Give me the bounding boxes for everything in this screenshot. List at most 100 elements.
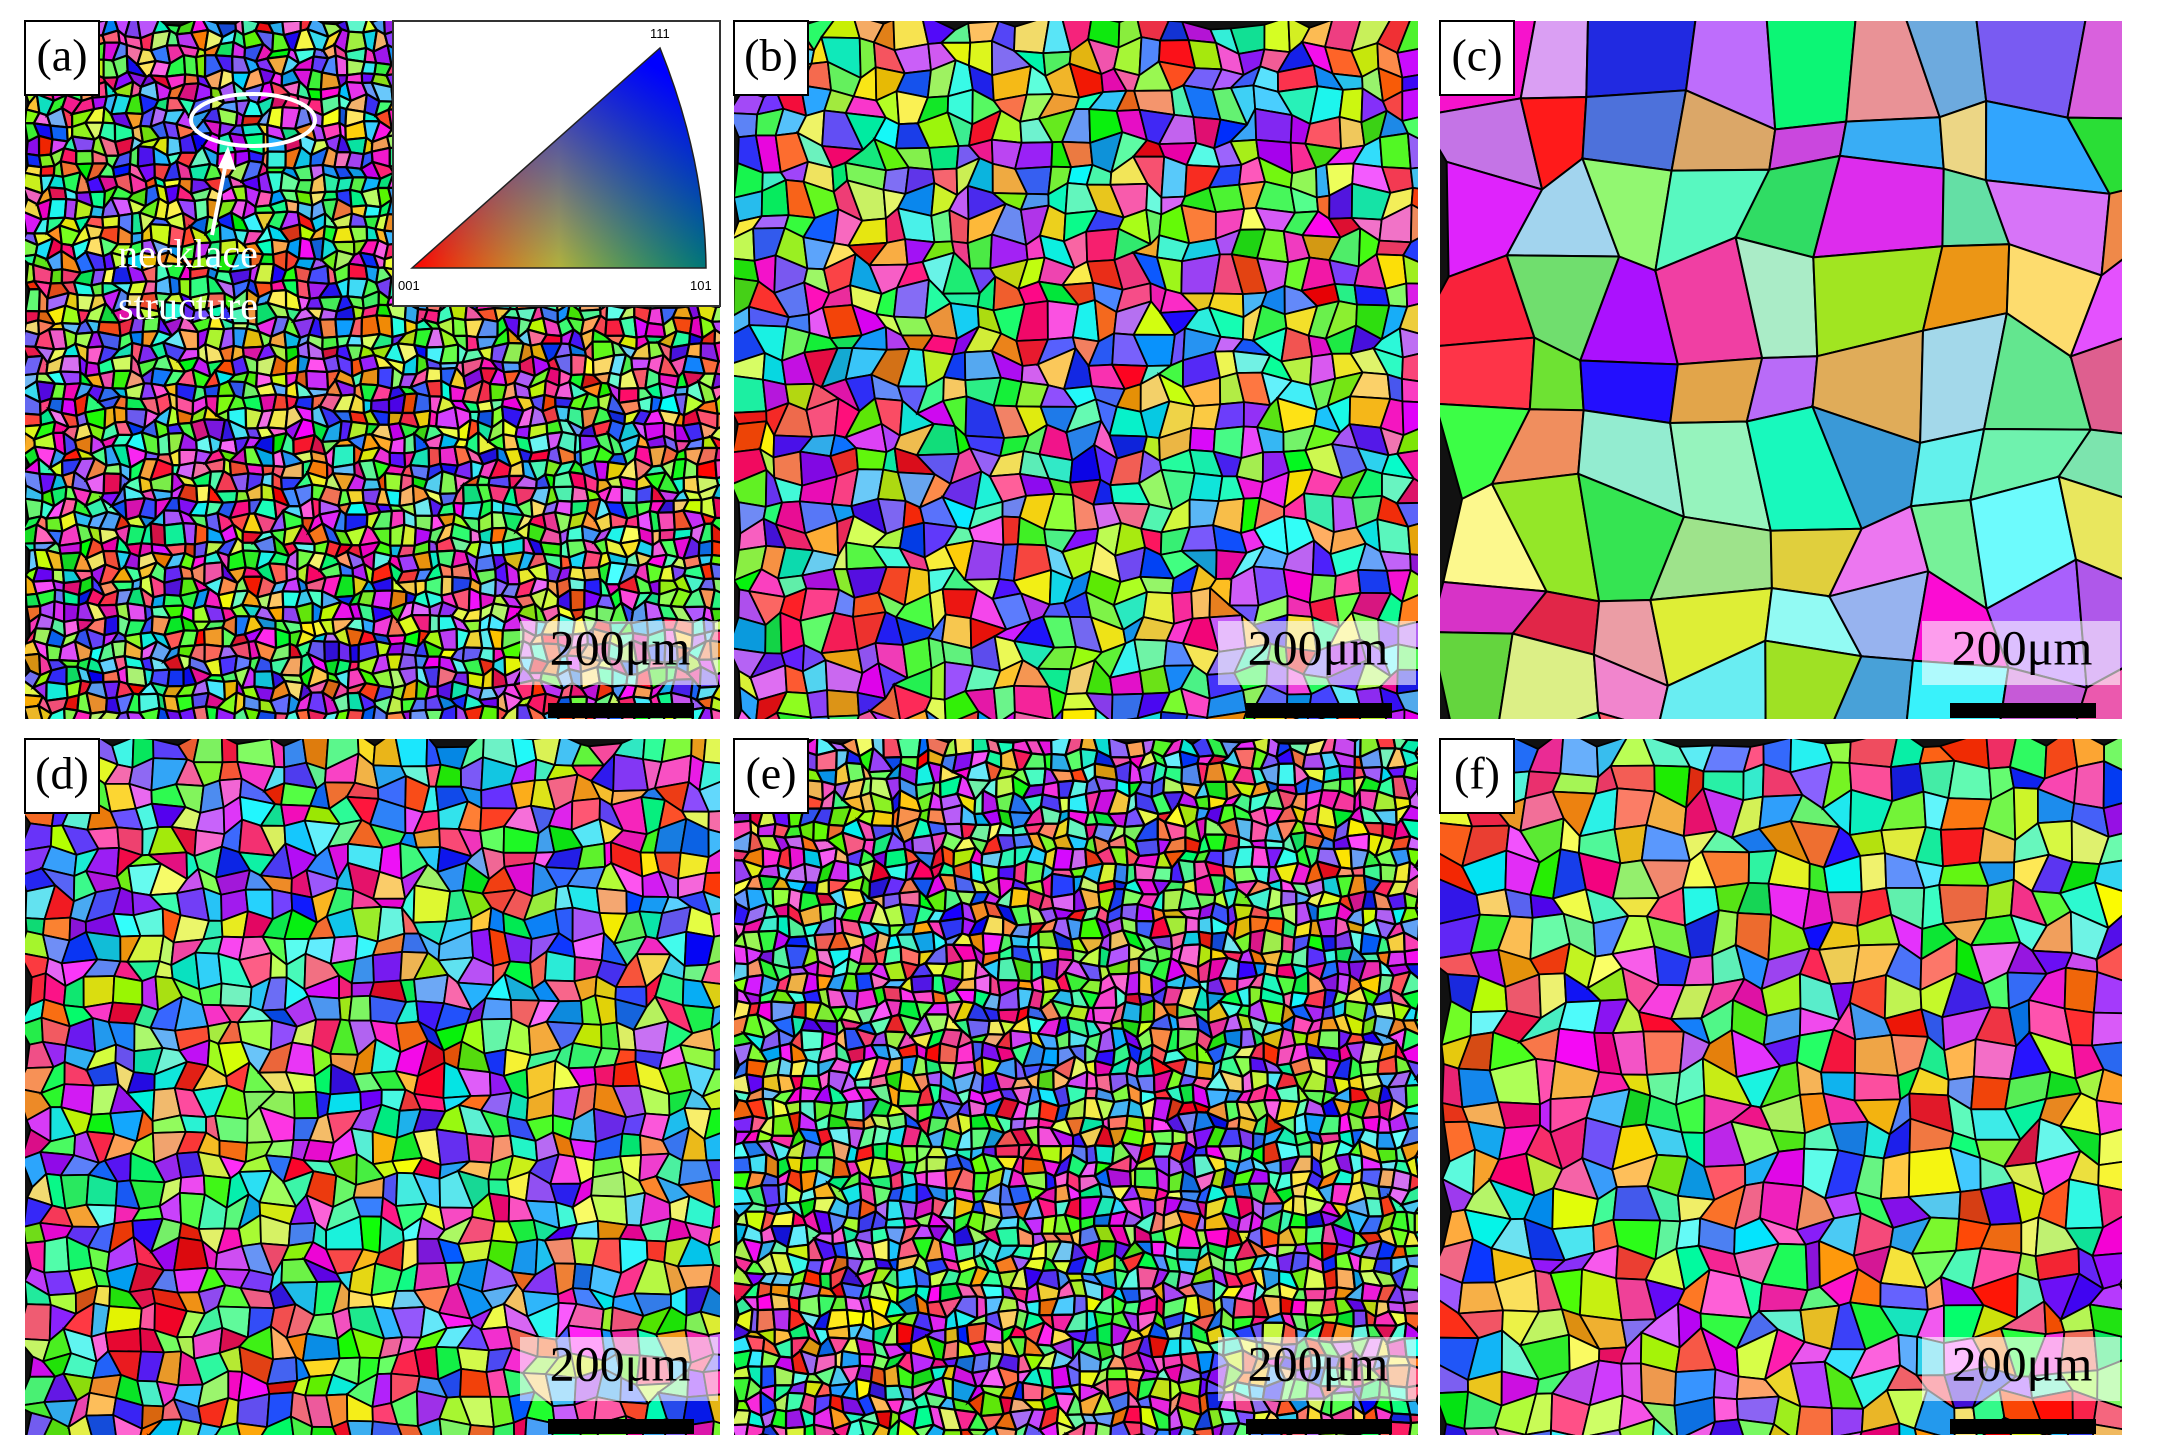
grain bbox=[1386, 373, 1404, 403]
grain bbox=[58, 354, 82, 374]
grain bbox=[1356, 568, 1392, 595]
grain bbox=[525, 702, 547, 719]
grain bbox=[301, 1332, 341, 1362]
grain bbox=[334, 708, 351, 719]
grain bbox=[194, 53, 207, 79]
grain bbox=[1188, 472, 1224, 503]
grain bbox=[1085, 227, 1120, 263]
grain bbox=[437, 627, 459, 652]
grain bbox=[322, 710, 341, 719]
grain bbox=[479, 704, 500, 719]
grain bbox=[255, 709, 277, 719]
grain bbox=[371, 950, 403, 984]
grain bbox=[806, 689, 829, 719]
grain bbox=[72, 709, 93, 719]
grain bbox=[695, 459, 718, 480]
grain bbox=[25, 704, 44, 719]
grain bbox=[98, 710, 122, 719]
grain bbox=[348, 643, 360, 663]
grain bbox=[294, 708, 311, 719]
grain bbox=[115, 710, 131, 719]
grain bbox=[506, 1091, 529, 1122]
grain bbox=[855, 446, 888, 471]
grain bbox=[274, 712, 290, 719]
grain bbox=[178, 1174, 206, 1196]
grain bbox=[567, 576, 587, 592]
grain bbox=[496, 705, 510, 719]
grain bbox=[294, 601, 314, 625]
grain bbox=[1001, 515, 1021, 546]
grain bbox=[164, 708, 183, 719]
grain bbox=[439, 703, 458, 719]
grain bbox=[102, 472, 122, 495]
grain bbox=[565, 524, 585, 543]
grain bbox=[501, 703, 519, 719]
grain bbox=[266, 150, 287, 169]
grain bbox=[215, 706, 236, 719]
grain bbox=[214, 1114, 249, 1144]
grain bbox=[438, 343, 460, 365]
grain bbox=[305, 87, 323, 101]
grain bbox=[85, 668, 105, 684]
grain bbox=[635, 484, 654, 505]
grain bbox=[424, 379, 443, 398]
grain bbox=[47, 706, 66, 719]
grain bbox=[1353, 284, 1391, 307]
grain bbox=[43, 1235, 71, 1274]
grain bbox=[1213, 401, 1245, 431]
grain bbox=[455, 703, 469, 719]
grain bbox=[166, 668, 185, 688]
grain bbox=[149, 522, 167, 547]
grain bbox=[424, 708, 445, 719]
grain bbox=[595, 887, 628, 915]
grain bbox=[576, 842, 607, 870]
grain bbox=[348, 994, 372, 1022]
grain bbox=[25, 287, 41, 313]
grain bbox=[31, 566, 55, 583]
grain bbox=[104, 1327, 143, 1353]
grain bbox=[163, 521, 187, 547]
grain bbox=[323, 640, 341, 663]
grain bbox=[619, 1132, 643, 1158]
grain bbox=[465, 1132, 495, 1164]
grain bbox=[928, 145, 960, 171]
grain bbox=[358, 366, 380, 387]
grain bbox=[490, 498, 505, 514]
grain bbox=[266, 589, 285, 610]
grain bbox=[111, 974, 144, 1006]
grain bbox=[1160, 155, 1188, 199]
grain bbox=[1581, 89, 1688, 172]
grain bbox=[697, 539, 714, 557]
grain bbox=[318, 318, 338, 339]
grain bbox=[345, 489, 365, 505]
grain bbox=[1765, 21, 1857, 131]
grain bbox=[1378, 132, 1412, 170]
grain bbox=[110, 354, 133, 373]
grain bbox=[350, 954, 375, 985]
grain bbox=[734, 374, 768, 414]
grain bbox=[75, 149, 94, 166]
grain bbox=[292, 1090, 320, 1120]
grain bbox=[428, 613, 441, 634]
grain bbox=[88, 710, 109, 719]
grain bbox=[70, 135, 96, 153]
grain bbox=[360, 704, 377, 719]
grain bbox=[413, 973, 449, 1005]
grain bbox=[177, 706, 197, 719]
grain bbox=[434, 763, 463, 788]
grain bbox=[345, 334, 364, 347]
grain bbox=[480, 997, 513, 1021]
grain bbox=[59, 1173, 90, 1210]
grain bbox=[385, 641, 406, 656]
grain bbox=[412, 884, 452, 924]
grain bbox=[1190, 586, 1212, 620]
grain bbox=[47, 186, 68, 201]
grain bbox=[219, 982, 253, 1008]
grain bbox=[552, 485, 575, 503]
grain bbox=[334, 54, 349, 77]
grain bbox=[930, 660, 946, 701]
grain bbox=[49, 267, 64, 285]
grain bbox=[85, 1391, 118, 1417]
grain bbox=[305, 369, 330, 391]
